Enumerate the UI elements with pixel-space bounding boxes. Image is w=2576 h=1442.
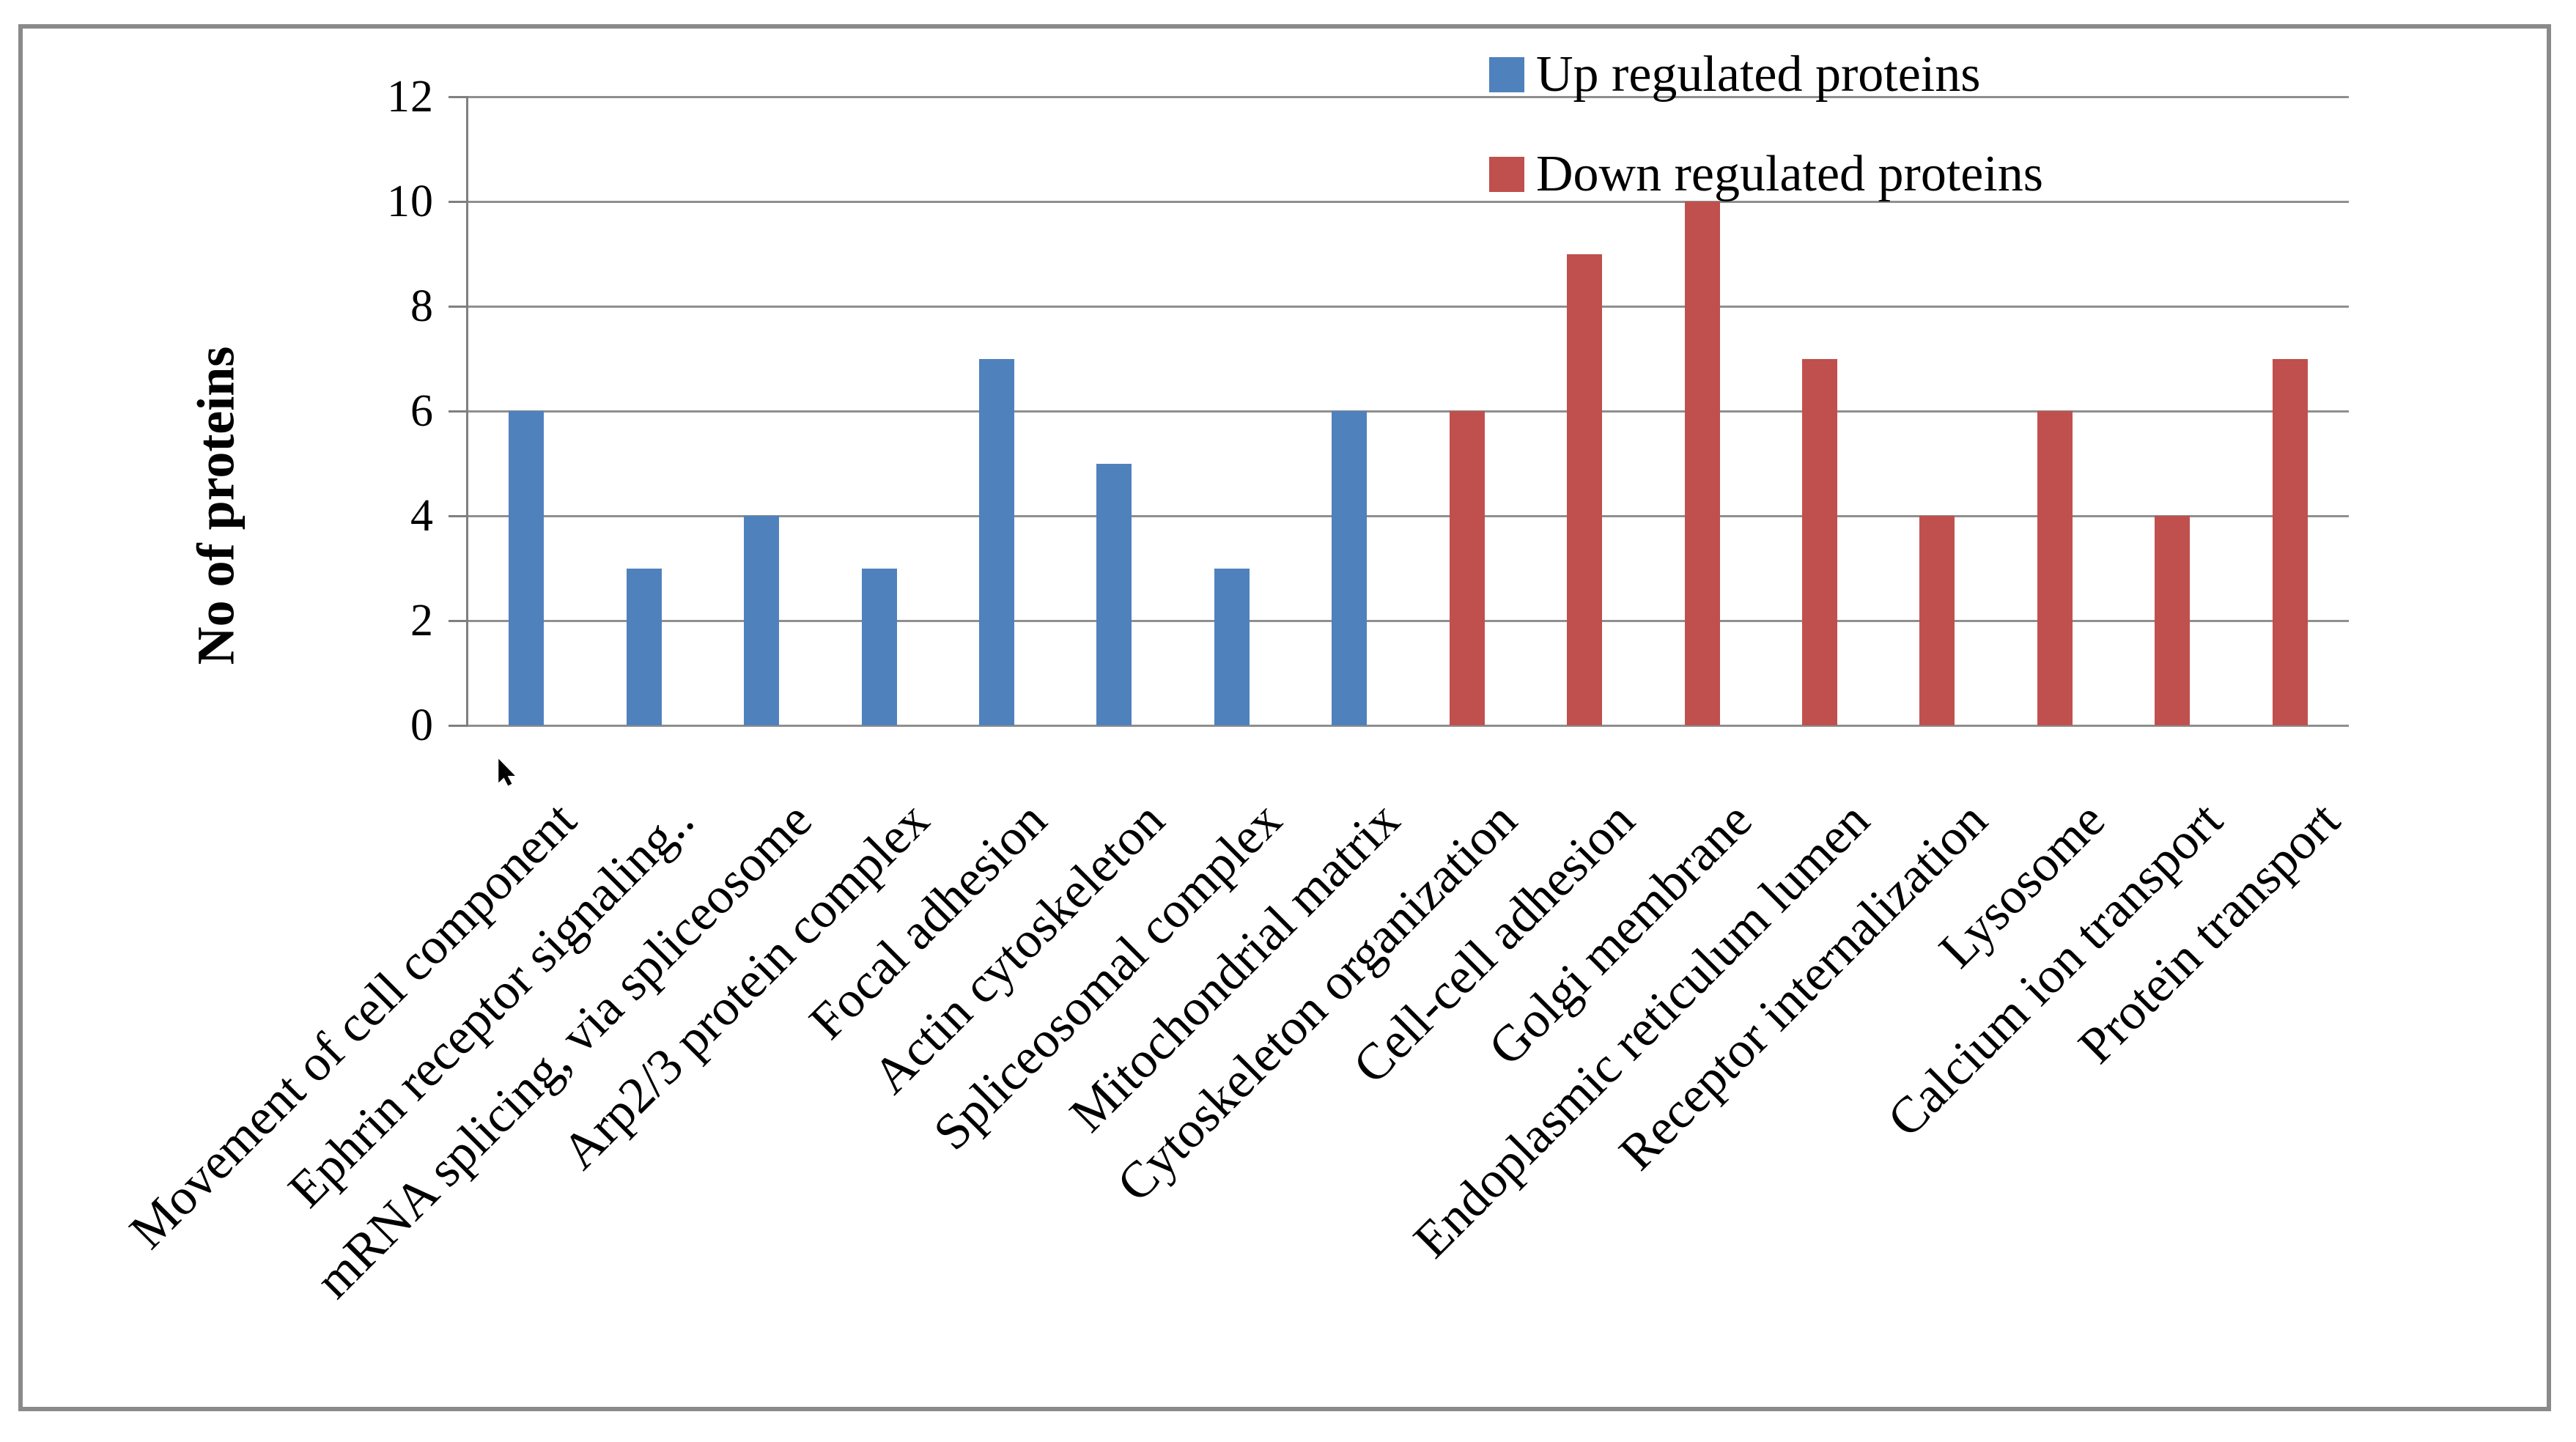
plot-area xyxy=(466,96,2349,727)
bar-down-12 xyxy=(1919,516,1955,725)
y-tick-label-0: 0 xyxy=(410,700,434,750)
gridline-y-6 xyxy=(468,410,2349,413)
figure-frame xyxy=(18,24,2551,1411)
gridline-y-0 xyxy=(468,725,2349,727)
bar-up-0 xyxy=(509,411,545,725)
bar-down-11 xyxy=(1802,358,1838,725)
legend-label-down-regulated: Down regulated proteins xyxy=(1536,146,2044,202)
y-tick-label-12: 12 xyxy=(387,72,434,122)
bar-up-2 xyxy=(744,516,780,725)
legend-label-up-regulated: Up regulated proteins xyxy=(1536,46,1981,103)
gridline-y-4 xyxy=(468,515,2349,517)
y-tick-mark-4 xyxy=(449,515,468,517)
bar-up-4 xyxy=(978,358,1014,725)
bar-up-5 xyxy=(1096,463,1132,725)
y-tick-label-4: 4 xyxy=(410,491,434,541)
bar-down-15 xyxy=(2272,358,2308,725)
gridline-y-12 xyxy=(468,96,2349,98)
legend-swatch-up-icon xyxy=(1489,57,1524,92)
y-tick-mark-8 xyxy=(449,306,468,308)
bar-down-8 xyxy=(1449,411,1485,725)
y-tick-label-2: 2 xyxy=(410,596,434,646)
y-tick-mark-6 xyxy=(449,410,468,413)
y-tick-label-6: 6 xyxy=(410,386,434,436)
bar-down-13 xyxy=(2037,411,2073,725)
bar-up-3 xyxy=(861,568,897,725)
gridline-y-8 xyxy=(468,306,2349,308)
y-tick-mark-2 xyxy=(449,620,468,622)
legend-item-down-regulated: Down regulated proteins xyxy=(1489,144,2043,205)
y-tick-label-8: 8 xyxy=(410,281,434,331)
legend-item-up-regulated: Up regulated proteins xyxy=(1489,44,2043,106)
mouse-cursor-icon xyxy=(498,758,515,786)
legend: Up regulated proteins Down regulated pro… xyxy=(1489,44,2043,243)
y-tick-mark-10 xyxy=(449,201,468,203)
bar-up-1 xyxy=(626,568,662,725)
bar-up-7 xyxy=(1332,411,1368,725)
y-tick-mark-12 xyxy=(449,96,468,98)
bar-up-6 xyxy=(1214,568,1250,725)
bar-down-14 xyxy=(2155,516,2191,725)
gridline-y-2 xyxy=(468,620,2349,622)
y-tick-label-10: 10 xyxy=(387,177,434,226)
legend-swatch-down-icon xyxy=(1489,157,1524,192)
y-axis-title: No of proteins xyxy=(186,346,246,665)
bar-down-9 xyxy=(1567,254,1603,725)
y-tick-mark-0 xyxy=(449,725,468,727)
bar-down-10 xyxy=(1684,201,1720,725)
gridline-y-10 xyxy=(468,201,2349,203)
